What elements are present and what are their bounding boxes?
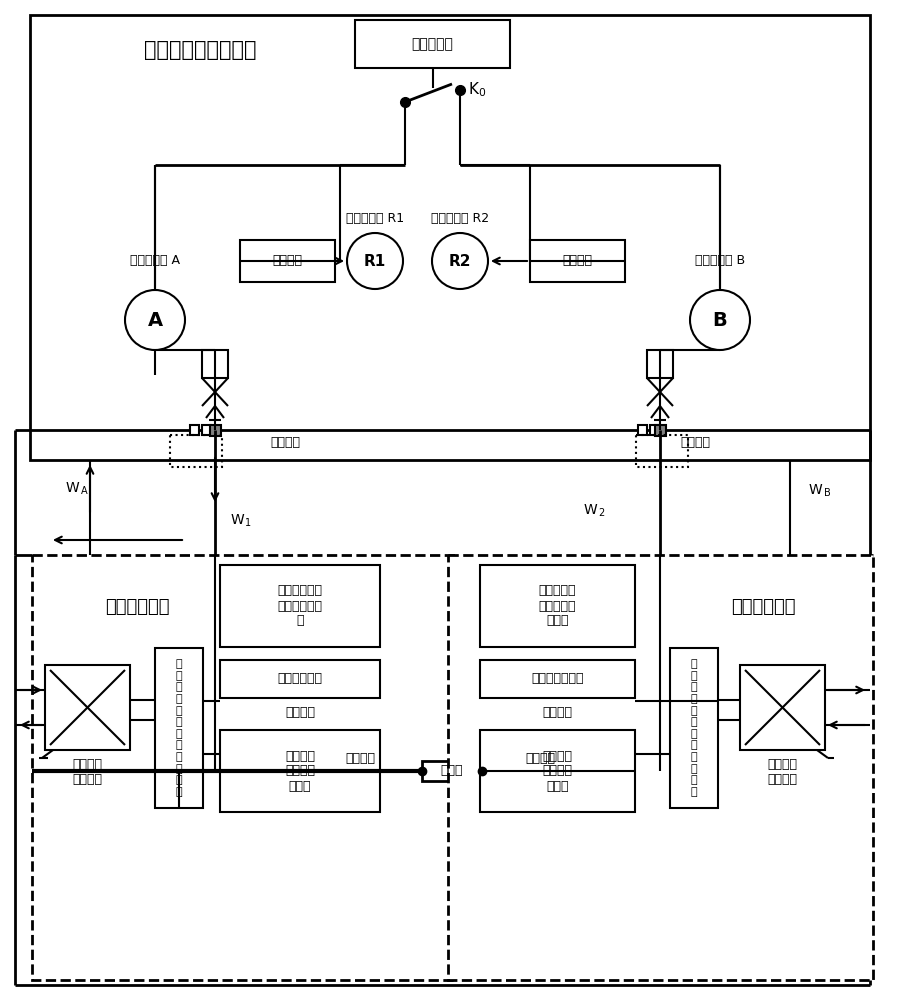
Text: B: B [712, 310, 728, 330]
Bar [740, 665, 825, 750]
Text: 功分单元: 功分单元 [563, 254, 593, 267]
Text: 控制电路和
校准数据存
储单元: 控制电路和 校准数据存 储单元 [538, 584, 576, 628]
Text: 温度检测电路路: 温度检测电路路 [531, 672, 584, 686]
Bar [220, 660, 380, 698]
Bar [155, 648, 203, 808]
Text: 第一外置装置: 第一外置装置 [105, 598, 169, 616]
Bar [170, 435, 222, 467]
Bar [240, 240, 335, 282]
Bar [480, 565, 635, 647]
Bar [190, 425, 199, 435]
Text: W: W [230, 513, 243, 527]
Text: R1: R1 [364, 253, 386, 268]
Text: W: W [583, 503, 597, 517]
Bar [636, 435, 688, 467]
Text: 1: 1 [245, 518, 251, 528]
Text: 宽
带
微
波
电
子
同
步
开
关
单
元: 宽 带 微 波 电 子 同 步 开 关 单 元 [176, 659, 182, 797]
Circle shape [347, 233, 403, 289]
Text: 矢量网络分析仪主机: 矢量网络分析仪主机 [144, 40, 256, 60]
Text: 参考接收机 R1: 参考接收机 R1 [346, 213, 404, 226]
Bar [638, 425, 647, 435]
Text: 2: 2 [598, 508, 605, 518]
Text: 被测件: 被测件 [441, 764, 463, 778]
Circle shape [432, 233, 488, 289]
Bar [480, 730, 635, 812]
Text: 微波激励源: 微波激励源 [412, 37, 453, 51]
Circle shape [690, 290, 750, 350]
Bar [202, 350, 228, 378]
Text: K$_0$: K$_0$ [468, 81, 486, 99]
Bar [422, 761, 482, 781]
Text: 测试端口: 测试端口 [345, 752, 375, 766]
Text: 控制电路和校
准数据存储单
元: 控制电路和校 准数据存储单 元 [278, 584, 322, 628]
Text: R2: R2 [449, 253, 472, 268]
Text: 参考接收机 R2: 参考接收机 R2 [431, 213, 489, 226]
Text: A: A [148, 310, 163, 330]
Bar [202, 425, 211, 435]
Text: 温度检测电路: 温度检测电路 [278, 672, 322, 686]
Text: B: B [824, 488, 831, 498]
Bar [650, 425, 659, 435]
Bar [530, 240, 625, 282]
Text: 测试端口: 测试端口 [285, 706, 315, 718]
Bar [30, 15, 870, 460]
Bar [32, 555, 457, 980]
Text: 定向耦合
电桥单元: 定向耦合 电桥单元 [72, 758, 102, 786]
Bar [45, 665, 130, 750]
Text: 定向耦合
电桥单元: 定向耦合 电桥单元 [767, 758, 797, 786]
Text: 功分单元: 功分单元 [272, 254, 302, 267]
Text: 第二外置装置: 第二外置装置 [730, 598, 795, 616]
Bar [220, 730, 380, 812]
Text: 测试端口: 测试端口 [542, 706, 573, 718]
Bar [210, 425, 221, 436]
Text: 第一端口: 第一端口 [270, 436, 300, 448]
Text: 自动单端
口电子校
准单元: 自动单端 口电子校 准单元 [285, 750, 315, 792]
Text: W: W [65, 481, 79, 495]
Bar [655, 425, 666, 436]
Text: 宽
带
微
波
电
子
同
步
开
关
单
元: 宽 带 微 波 电 子 同 步 开 关 单 元 [691, 659, 698, 797]
Bar [448, 555, 873, 980]
Text: 测试端口: 测试端口 [525, 752, 555, 766]
Circle shape [125, 290, 185, 350]
Text: 自动单端
口电子校
准单元: 自动单端 口电子校 准单元 [542, 750, 573, 792]
Bar [355, 20, 510, 68]
Text: 第一接收机 A: 第一接收机 A [130, 253, 180, 266]
Text: A: A [81, 486, 88, 496]
Text: 第二接收机 B: 第二接收机 B [695, 253, 745, 266]
Bar [220, 565, 380, 647]
Bar [480, 660, 635, 698]
Text: W: W [808, 483, 822, 497]
Text: 第二端口: 第二端口 [680, 436, 710, 448]
Bar [670, 648, 718, 808]
Bar [647, 350, 673, 378]
